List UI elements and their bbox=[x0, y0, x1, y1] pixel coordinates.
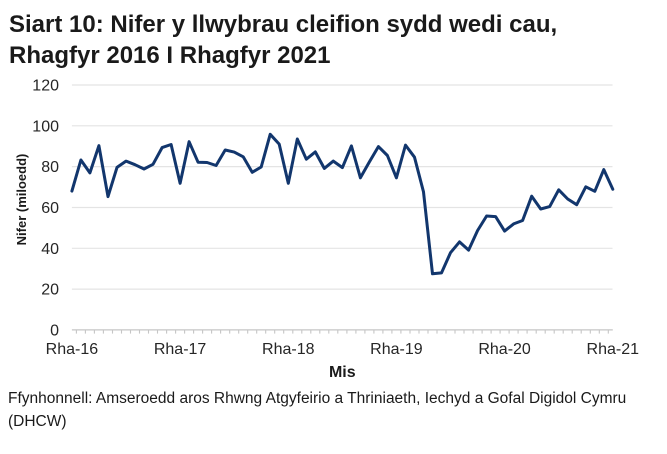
svg-text:0: 0 bbox=[50, 322, 59, 339]
svg-text:Rha-18: Rha-18 bbox=[262, 341, 315, 358]
svg-text:Mis: Mis bbox=[329, 364, 356, 381]
svg-text:80: 80 bbox=[41, 159, 59, 176]
svg-text:40: 40 bbox=[41, 241, 59, 258]
svg-text:Nifer (miloedd): Nifer (miloedd) bbox=[14, 154, 29, 246]
svg-text:60: 60 bbox=[41, 200, 59, 217]
svg-text:Rha-16: Rha-16 bbox=[46, 341, 99, 358]
svg-text:100: 100 bbox=[32, 118, 59, 135]
svg-text:Rha-21: Rha-21 bbox=[587, 341, 640, 358]
svg-text:Rha-17: Rha-17 bbox=[154, 341, 207, 358]
svg-text:120: 120 bbox=[32, 78, 59, 95]
svg-text:Rha-19: Rha-19 bbox=[370, 341, 423, 358]
svg-text:20: 20 bbox=[41, 282, 59, 299]
svg-text:Rha-20: Rha-20 bbox=[478, 341, 531, 358]
